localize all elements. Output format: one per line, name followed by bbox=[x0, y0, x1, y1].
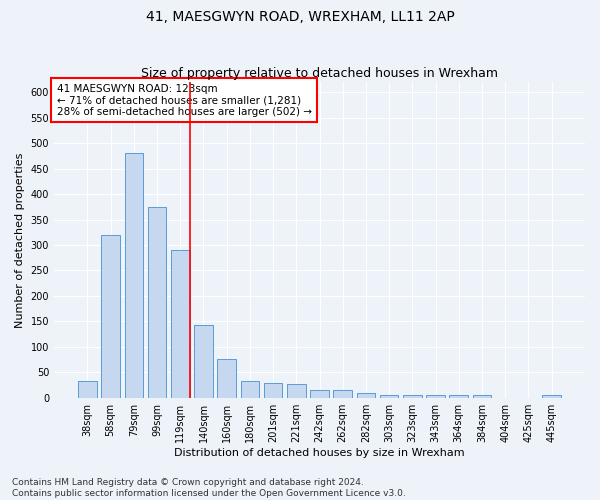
Bar bbox=[101, 235, 120, 398]
Bar bbox=[241, 382, 259, 398]
Bar bbox=[334, 390, 352, 398]
Bar bbox=[426, 395, 445, 398]
Title: Size of property relative to detached houses in Wrexham: Size of property relative to detached ho… bbox=[141, 66, 498, 80]
Y-axis label: Number of detached properties: Number of detached properties bbox=[15, 152, 25, 328]
Bar bbox=[356, 393, 375, 398]
Bar bbox=[310, 390, 329, 398]
Bar bbox=[125, 154, 143, 398]
X-axis label: Distribution of detached houses by size in Wrexham: Distribution of detached houses by size … bbox=[174, 448, 465, 458]
Bar bbox=[380, 394, 398, 398]
Bar bbox=[542, 395, 561, 398]
Bar bbox=[171, 250, 190, 398]
Bar bbox=[217, 359, 236, 398]
Bar bbox=[473, 395, 491, 398]
Bar bbox=[287, 384, 305, 398]
Text: 41 MAESGWYN ROAD: 123sqm
← 71% of detached houses are smaller (1,281)
28% of sem: 41 MAESGWYN ROAD: 123sqm ← 71% of detach… bbox=[56, 84, 311, 117]
Bar bbox=[264, 383, 283, 398]
Bar bbox=[148, 207, 166, 398]
Bar bbox=[78, 382, 97, 398]
Text: Contains HM Land Registry data © Crown copyright and database right 2024.
Contai: Contains HM Land Registry data © Crown c… bbox=[12, 478, 406, 498]
Text: 41, MAESGWYN ROAD, WREXHAM, LL11 2AP: 41, MAESGWYN ROAD, WREXHAM, LL11 2AP bbox=[146, 10, 454, 24]
Bar bbox=[403, 395, 422, 398]
Bar bbox=[194, 325, 213, 398]
Bar bbox=[449, 395, 468, 398]
